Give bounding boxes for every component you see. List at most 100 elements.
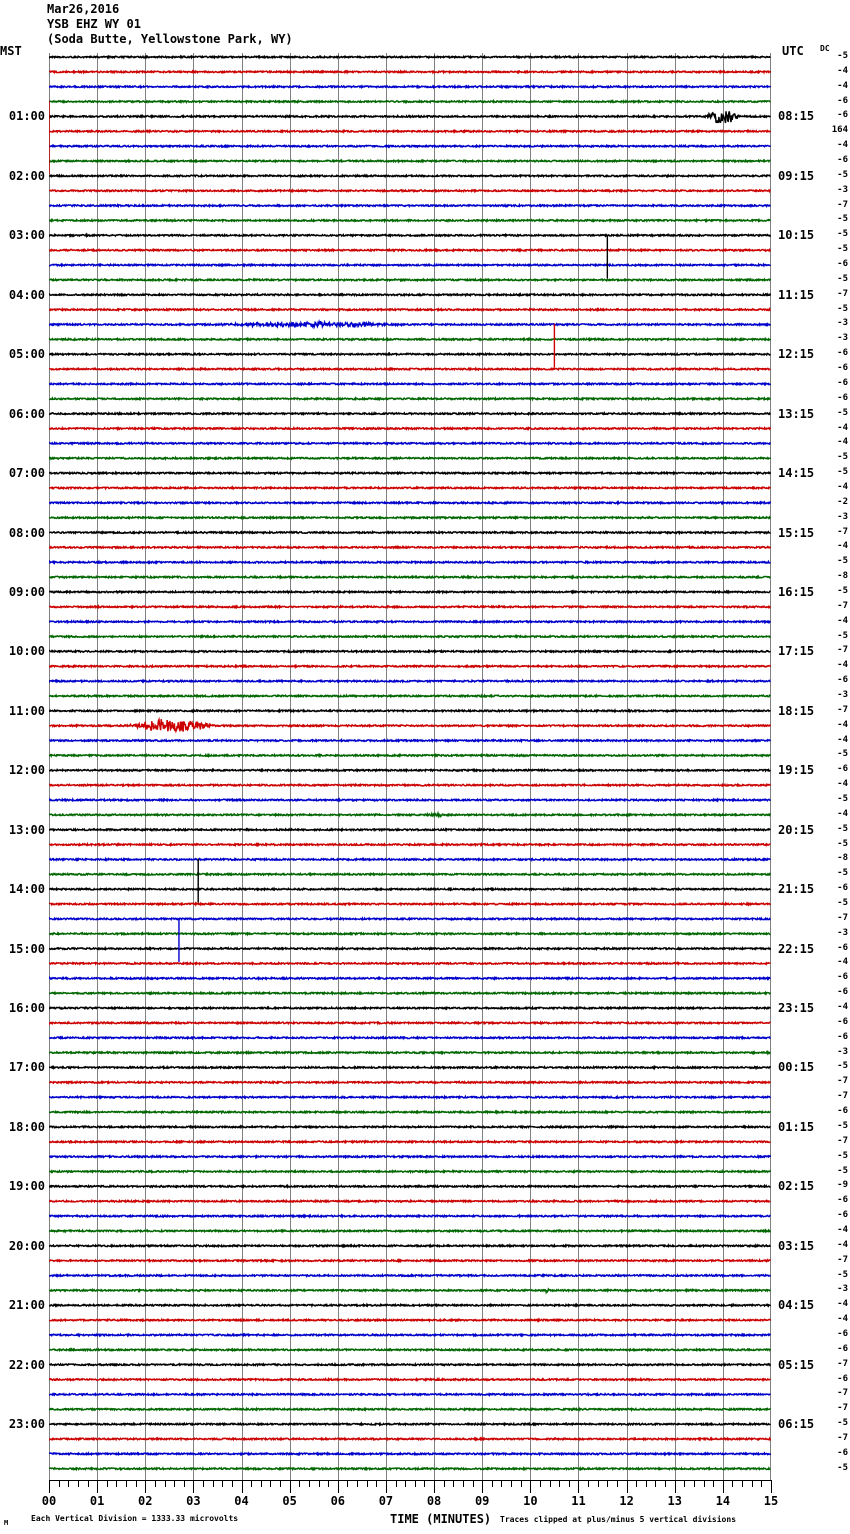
x-tick-minor	[607, 1480, 608, 1487]
trace-row-33	[49, 544, 771, 551]
dc-value: -5	[837, 467, 848, 478]
mst-hour-label: 05:00	[8, 347, 45, 362]
trace-row-95	[49, 1465, 771, 1472]
header-date: Mar26,2016	[47, 2, 120, 16]
trace-row-60	[49, 945, 771, 952]
dc-value: -5	[837, 1061, 848, 1072]
dc-value: -5	[837, 838, 848, 849]
x-tick-minor	[655, 1480, 656, 1487]
trace-row-32	[49, 529, 771, 536]
x-tick-minor	[155, 1480, 156, 1487]
trace-row-15	[49, 277, 771, 283]
trace-row-47	[49, 752, 771, 759]
mst-hour-label: 09:00	[8, 584, 45, 599]
x-tick-label: 04	[234, 1494, 249, 1508]
x-tick-minor	[222, 1480, 223, 1487]
x-tick-minor	[453, 1480, 454, 1487]
x-tick-minor	[559, 1480, 560, 1487]
x-tick-minor	[126, 1480, 127, 1487]
trace-row-43	[49, 693, 771, 699]
trace-row-92	[49, 1421, 771, 1427]
dc-value: -4	[837, 80, 848, 91]
dc-value: -6	[837, 1373, 848, 1384]
trace-row-58	[49, 916, 771, 922]
x-tick-label: 09	[474, 1494, 490, 1508]
x-tick-minor	[732, 1480, 733, 1487]
trace-row-10	[49, 202, 771, 209]
utc-hour-label: 12:15	[778, 347, 815, 362]
trace-row-72	[49, 1124, 771, 1130]
trace-row-52	[49, 827, 771, 833]
x-tick-label: 03	[186, 1494, 201, 1508]
x-tick-major	[193, 1480, 194, 1493]
x-tick-minor	[473, 1480, 474, 1487]
dc-value: -5	[837, 630, 848, 641]
mst-hour-label: 04:00	[8, 287, 45, 302]
dc-value: -3	[837, 184, 848, 195]
utc-hour-label: 17:15	[778, 644, 815, 659]
mst-hour-label: 18:00	[8, 1119, 45, 1134]
trace-row-36	[49, 589, 771, 595]
trace-row-57	[49, 901, 771, 907]
dc-value: -3	[837, 689, 848, 700]
utc-hour-label: 22:15	[778, 941, 815, 956]
trace-row-5	[49, 128, 771, 134]
mst-hour-label: 15:00	[8, 941, 45, 956]
trace-row-88	[49, 1361, 771, 1368]
dc-value: -7	[837, 1254, 848, 1265]
dc-value-column: -5 -4 -4 -6 -6 164 -4 -6 -5 -3 -7 -5 -5 -5 -6 -5 -7 -5 -3 -…	[812, 0, 850, 1534]
x-tick-major	[675, 1480, 676, 1493]
dc-value: -5	[837, 898, 848, 909]
trace-row-87	[49, 1347, 771, 1353]
mst-hour-label: 07:00	[8, 466, 45, 481]
mst-hour-label: 21:00	[8, 1298, 45, 1313]
utc-hour-label-column: 08:15 09:15 10:15 11:15 12:15 13:15 14:15 15:15…	[778, 0, 826, 1534]
x-tick-label: 08	[426, 1494, 442, 1508]
mst-hour-label: 22:00	[8, 1357, 45, 1372]
dc-value: -3	[837, 927, 848, 938]
plot-border	[49, 53, 771, 1480]
x-tick-minor	[116, 1480, 117, 1487]
x-tick-label: 13	[667, 1494, 682, 1508]
trace-row-0	[49, 54, 771, 60]
dc-value: -2	[837, 496, 848, 507]
dc-value: -5	[837, 452, 848, 463]
dc-value: -9	[837, 1180, 848, 1191]
trace-row-69	[49, 1079, 771, 1086]
utc-hour-label: 08:15	[778, 109, 815, 124]
header-block: Mar26,2016 YSB EHZ WY 01 (Soda Butte, Ye…	[47, 2, 293, 47]
dc-value: -5	[837, 244, 848, 255]
x-tick-minor	[251, 1480, 252, 1487]
helicorder-plot[interactable]	[49, 53, 771, 1480]
mst-hour-label: 20:00	[8, 1238, 45, 1253]
x-tick-minor	[261, 1480, 262, 1487]
dc-value: 164	[831, 125, 848, 136]
gridline-minute-06	[338, 53, 339, 1480]
dc-value: -6	[837, 1210, 848, 1221]
trace-row-93	[49, 1436, 771, 1442]
trace-row-81	[49, 1257, 771, 1264]
dc-value: -3	[837, 511, 848, 522]
x-tick-label: 05	[282, 1494, 297, 1508]
dc-value: -5	[837, 585, 848, 596]
x-tick-minor	[107, 1480, 108, 1487]
mst-hour-label: 11:00	[8, 703, 45, 718]
mst-hour-label: 02:00	[8, 168, 45, 183]
utc-timezone-label: UTC	[782, 44, 804, 58]
gridline-minute-05	[290, 53, 291, 1480]
x-tick-minor	[665, 1480, 666, 1487]
dc-value: -7	[837, 288, 848, 299]
trace-row-42	[49, 678, 771, 684]
x-tick-major	[242, 1480, 243, 1493]
utc-hour-label: 06:15	[778, 1417, 815, 1432]
dc-value: -4	[837, 734, 848, 745]
x-tick-minor	[752, 1480, 753, 1487]
utc-hour-label: 23:15	[778, 1001, 815, 1016]
x-tick-label: 12	[619, 1494, 634, 1508]
x-axis-line	[49, 1480, 771, 1481]
dc-value: -7	[837, 1432, 848, 1443]
x-tick-major	[49, 1480, 50, 1493]
trace-row-26	[49, 440, 771, 447]
x-tick-label: 15	[763, 1494, 779, 1508]
x-tick-minor	[270, 1480, 271, 1487]
